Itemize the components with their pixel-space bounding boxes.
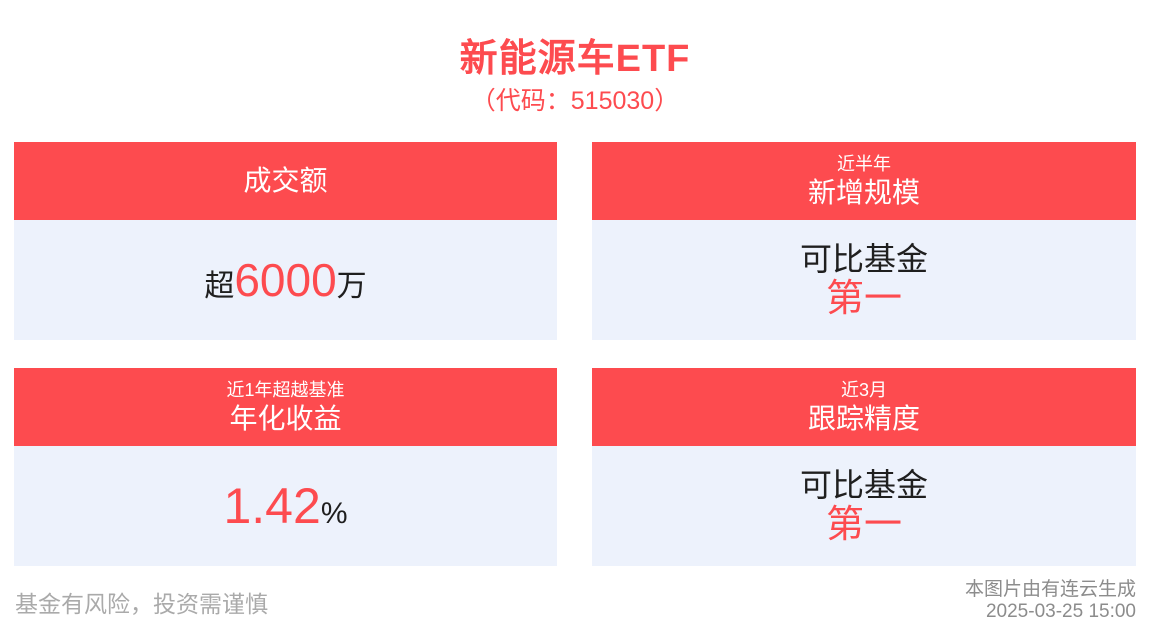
card-header-main-label: 新增规模 xyxy=(807,177,920,208)
fund-code: （代码：515030） xyxy=(470,87,680,115)
card-annualized-return: 近1年超越基准 年化收益 1.42 % xyxy=(14,368,557,566)
rank-value: 第一 xyxy=(825,278,902,320)
card-header-main-label: 跟踪精度 xyxy=(807,403,920,434)
stat-card-grid: 成交额 超 6000 万 近半年 新增规模 可比基金 第一 近1年超 xyxy=(14,142,1136,566)
card-header-main-label: 年化收益 xyxy=(229,403,342,434)
value-suffix: 万 xyxy=(336,270,367,303)
card-header-small-label: 近1年超越基准 xyxy=(226,380,345,400)
card-turnover-header: 成交额 xyxy=(14,142,557,220)
card-annualized-return-body: 1.42 % xyxy=(14,446,557,566)
card-new-scale: 近半年 新增规模 可比基金 第一 xyxy=(592,142,1136,340)
generation-info: 本图片由有连云生成 2025-03-25 15:00 xyxy=(965,579,1136,623)
value-number: 6000 xyxy=(234,254,337,306)
rank-value: 第一 xyxy=(825,504,902,546)
card-new-scale-body: 可比基金 第一 xyxy=(592,220,1136,340)
page-title: 新能源车ETF xyxy=(459,38,691,80)
card-tracking-accuracy: 近3月 跟踪精度 可比基金 第一 xyxy=(592,368,1136,566)
generation-timestamp: 2025-03-25 15:00 xyxy=(985,601,1136,622)
value-number: 1.42 xyxy=(223,478,321,534)
card-header-main-label: 成交额 xyxy=(243,165,328,196)
rank-comparison-label: 可比基金 xyxy=(799,467,928,503)
turnover-value: 超 6000 万 xyxy=(204,253,366,307)
card-header-small-label: 近3月 xyxy=(840,380,887,400)
rank-comparison-label: 可比基金 xyxy=(799,241,928,277)
generator-credit: 本图片由有连云生成 xyxy=(964,579,1136,600)
card-turnover: 成交额 超 6000 万 xyxy=(14,142,557,340)
annualized-return-value: 1.42 % xyxy=(223,477,347,535)
card-header-small-label: 近半年 xyxy=(837,154,891,174)
risk-disclaimer: 基金有风险，投资需谨慎 xyxy=(15,591,268,617)
value-prefix: 超 xyxy=(204,270,235,303)
card-new-scale-header: 近半年 新增规模 xyxy=(592,142,1136,220)
value-suffix: % xyxy=(320,497,348,530)
card-tracking-accuracy-body: 可比基金 第一 xyxy=(592,446,1136,566)
card-tracking-accuracy-header: 近3月 跟踪精度 xyxy=(592,368,1136,446)
card-turnover-body: 超 6000 万 xyxy=(14,220,557,340)
card-annualized-return-header: 近1年超越基准 年化收益 xyxy=(14,368,557,446)
